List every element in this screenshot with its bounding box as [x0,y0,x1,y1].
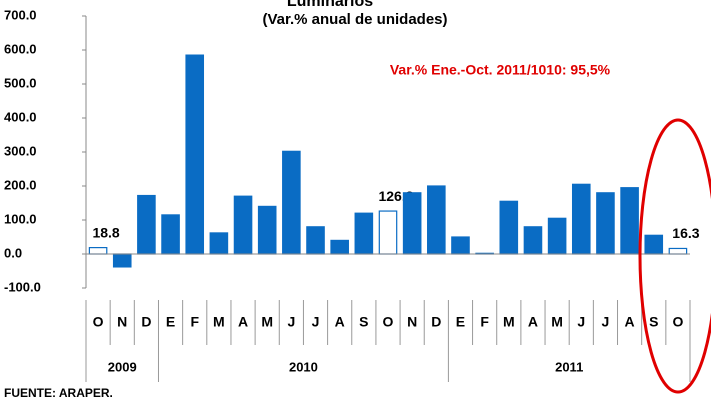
x-tick-label: A [625,314,635,330]
x-tick-label: M [551,314,563,330]
x-tick-label: O [93,314,104,330]
bar [378,210,398,255]
annotation: Var.% Ene.-Oct. 2011/1010: 95,5% [390,62,611,78]
x-tick-label: E [166,314,175,330]
x-tick-label: M [503,314,515,330]
bar [88,247,108,255]
bar [257,205,277,255]
bar [209,232,229,255]
x-tick-label: J [602,314,610,330]
bar [306,226,325,255]
y-tick-label: 600.0 [4,41,37,56]
data-label: 16.3 [672,225,699,241]
bar [571,183,591,255]
source: FUENTE: ARAPER. [4,386,113,400]
y-tick-label: 100.0 [4,211,37,226]
x-tick-label: J [287,314,295,330]
x-tick-label: O [672,314,683,330]
bar [668,247,688,255]
x-tick-label: J [312,314,320,330]
x-tick-label: O [383,314,394,330]
bar [354,212,374,255]
bar [427,185,446,255]
x-tick-label: J [577,314,585,330]
x-tick-label: N [407,314,417,330]
bar [233,195,253,255]
chart-subtitle: (Var.% anual de unidades) [262,11,447,28]
bar [451,236,470,255]
bar [112,253,132,268]
chart-title: Luminarios [287,0,373,10]
x-tick-label: S [359,314,368,330]
bar [330,239,349,255]
x-tick-label: D [141,314,151,330]
y-tick-label: 200.0 [4,177,37,192]
y-tick-label: 500.0 [4,75,37,90]
year-label: 2011 [555,359,583,374]
x-tick-label: N [117,314,127,330]
year-label: 2010 [289,359,318,374]
x-tick-label: A [335,314,345,330]
x-tick-label: F [190,314,199,330]
y-tick-label: 700.0 [4,7,37,22]
x-tick-label: A [528,314,538,330]
x-tick-label: A [238,314,248,330]
bar [523,226,543,255]
bar [596,192,615,255]
x-tick-label: D [431,314,441,330]
bar [282,150,301,255]
highlight-ellipse [638,118,711,394]
bar [499,200,519,255]
y-tick-label: 300.0 [4,143,37,158]
data-label: 18.8 [92,224,119,240]
year-label: 2009 [108,359,137,374]
x-tick-label: F [480,314,489,330]
bar [137,194,156,255]
bar [644,234,664,255]
bar [402,192,422,255]
bar [547,217,567,255]
bar [185,54,205,255]
y-tick-label: -100.0 [4,279,41,294]
y-tick-label: 0.0 [4,245,22,260]
bar [620,187,639,255]
x-tick-label: M [261,314,273,330]
x-tick-label: M [213,314,225,330]
x-tick-label: E [456,314,465,330]
x-tick-label: S [649,314,658,330]
bar [161,214,180,255]
y-tick-label: 400.0 [4,109,37,124]
